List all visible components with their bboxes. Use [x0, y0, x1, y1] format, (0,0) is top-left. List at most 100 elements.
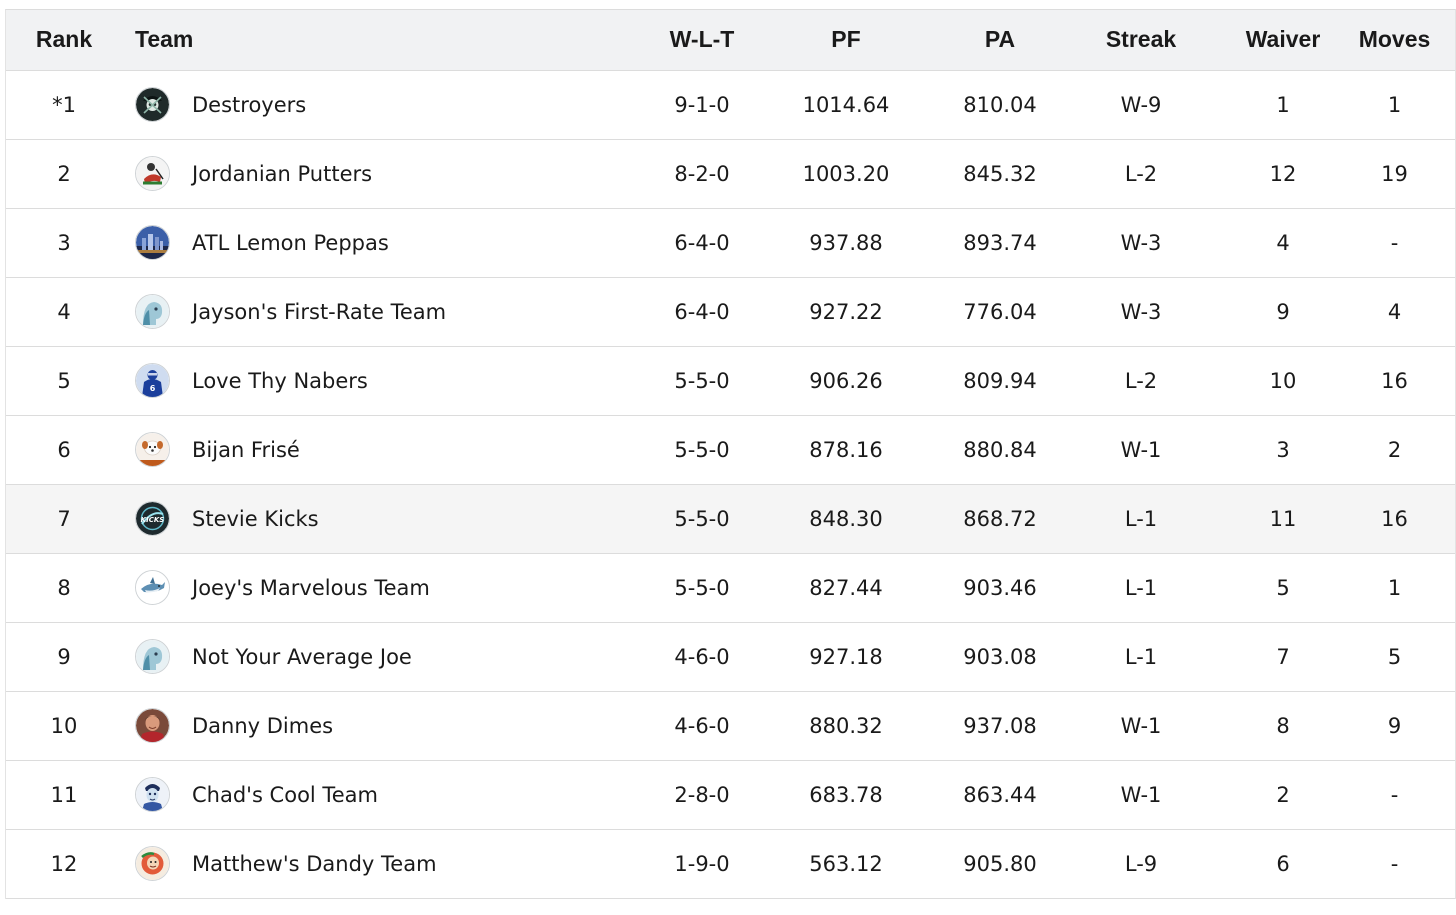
- pf-cell: 563.12: [742, 829, 950, 899]
- moves-cell: 16: [1334, 346, 1455, 416]
- moves-cell: 4: [1334, 277, 1455, 347]
- table-row[interactable]: 2 Jordanian Putters 8-2-0 1003.20 845.32 L-2 1…: [6, 139, 1455, 209]
- team-name-link[interactable]: Jayson's First-Rate Team: [192, 299, 447, 324]
- rank-cell: 2: [6, 139, 122, 209]
- table-row[interactable]: 6 Bijan Frisé 5-5-0 878.16 880.84 W-1 3 2: [6, 415, 1455, 485]
- team-cell: Chad's Cool Team: [122, 760, 662, 830]
- table-header-row: Rank Team W-L-T PF PA Streak Waiver Move…: [6, 10, 1455, 71]
- default-avatar-icon[interactable]: [135, 639, 170, 674]
- streak-cell: L-9: [1050, 829, 1232, 899]
- pa-cell: 863.44: [950, 760, 1050, 830]
- pf-cell: 1003.20: [742, 139, 950, 209]
- table-row[interactable]: 5 6 Love Thy Nabers 5-5-0 906.26 809.94 L-2 10 1…: [6, 346, 1455, 416]
- table-row[interactable]: *1 Destroyers 9-1-0 1014.64 810.04 W-9 1 1: [6, 70, 1455, 140]
- moves-cell: 16: [1334, 484, 1455, 554]
- team-cell: Jordanian Putters: [122, 139, 662, 209]
- team-cell: Danny Dimes: [122, 691, 662, 761]
- wlt-cell: 4-6-0: [662, 691, 742, 761]
- rank-cell: 8: [6, 553, 122, 623]
- pa-cell: 776.04: [950, 277, 1050, 347]
- pf-cell: 927.22: [742, 277, 950, 347]
- kicks-badge-icon[interactable]: KICKS: [135, 501, 170, 536]
- rank-cell: 11: [6, 760, 122, 830]
- golfer-icon[interactable]: [135, 156, 170, 191]
- team-name-link[interactable]: Jordanian Putters: [192, 161, 373, 186]
- team-cell: Joey's Marvelous Team: [122, 553, 662, 623]
- table-row[interactable]: 12 Matthew's Dandy Team 1-9-0 563.12 905.80 L…: [6, 829, 1455, 899]
- table-row[interactable]: 10 Danny Dimes 4-6-0 880.32 937.08 W-1 8 9: [6, 691, 1455, 761]
- table-row[interactable]: 11 Chad's Cool Team 2-8-0 683.78 863.44 W-1 2-: [6, 760, 1455, 830]
- waiver-cell: 2: [1232, 760, 1334, 830]
- football-player-icon[interactable]: 6: [135, 363, 170, 398]
- shark-icon[interactable]: [135, 570, 170, 605]
- dog-icon[interactable]: [135, 432, 170, 467]
- column-header-rank[interactable]: Rank: [6, 10, 122, 71]
- wlt-cell: 5-5-0: [662, 346, 742, 416]
- team-name-link[interactable]: Destroyers: [192, 92, 307, 117]
- rank-cell: *1: [6, 70, 122, 140]
- table-row[interactable]: 3 ATL Lemon Peppas 6-4-0 937.88 893.74 W-3 4-: [6, 208, 1455, 278]
- team-name-link[interactable]: Bijan Frisé: [192, 437, 300, 462]
- table-row[interactable]: 7 KICKS Stevie Kicks 5-5-0 848.30 868.72 L-1 11…: [6, 484, 1455, 554]
- column-header-wlt[interactable]: W-L-T: [662, 10, 742, 71]
- team-cell: Bijan Frisé: [122, 415, 662, 485]
- table-row[interactable]: 8 Joey's Marvelous Team 5-5-0 827.44 903.46 L…: [6, 553, 1455, 623]
- column-header-pa[interactable]: PA: [950, 10, 1050, 71]
- team-cell: Not Your Average Joe: [122, 622, 662, 692]
- moves-cell: 9: [1334, 691, 1455, 761]
- wlt-cell: 5-5-0: [662, 484, 742, 554]
- team-cell: KICKS Stevie Kicks: [122, 484, 662, 554]
- streak-cell: L-2: [1050, 139, 1232, 209]
- team-name-link[interactable]: Love Thy Nabers: [192, 368, 368, 393]
- team-name-link[interactable]: Joey's Marvelous Team: [192, 575, 430, 600]
- pf-cell: 880.32: [742, 691, 950, 761]
- waiver-cell: 8: [1232, 691, 1334, 761]
- waiver-cell: 12: [1232, 139, 1334, 209]
- pf-cell: 878.16: [742, 415, 950, 485]
- moves-cell: 1: [1334, 70, 1455, 140]
- pa-cell: 903.08: [950, 622, 1050, 692]
- standings-table-container: Rank Team W-L-T PF PA Streak Waiver Move…: [5, 9, 1456, 899]
- column-header-waiver[interactable]: Waiver: [1232, 10, 1334, 71]
- streak-cell: L-1: [1050, 553, 1232, 623]
- default-avatar-icon[interactable]: [135, 294, 170, 329]
- team-cell: Jayson's First-Rate Team: [122, 277, 662, 347]
- team-name-link[interactable]: Chad's Cool Team: [192, 782, 378, 807]
- column-header-moves[interactable]: Moves: [1334, 10, 1455, 71]
- waiver-cell: 7: [1232, 622, 1334, 692]
- streak-cell: W-1: [1050, 760, 1232, 830]
- team-name-link[interactable]: Matthew's Dandy Team: [192, 851, 437, 876]
- player-photo-icon[interactable]: [135, 708, 170, 743]
- team-name-link[interactable]: Not Your Average Joe: [192, 644, 412, 669]
- team-name-link[interactable]: Danny Dimes: [192, 713, 334, 738]
- table-row[interactable]: 4 Jayson's First-Rate Team 6-4-0 927.22 776.…: [6, 277, 1455, 347]
- pf-cell: 906.26: [742, 346, 950, 416]
- svg-text:6: 6: [150, 384, 156, 393]
- streak-cell: W-1: [1050, 691, 1232, 761]
- streak-cell: W-1: [1050, 415, 1232, 485]
- wlt-cell: 6-4-0: [662, 277, 742, 347]
- cartoon-character-icon[interactable]: [135, 846, 170, 881]
- rank-cell: 9: [6, 622, 122, 692]
- team-name-link[interactable]: ATL Lemon Peppas: [192, 230, 389, 255]
- city-skyline-icon[interactable]: [135, 225, 170, 260]
- moves-cell: -: [1334, 208, 1455, 278]
- rank-cell: 12: [6, 829, 122, 899]
- pa-cell: 937.08: [950, 691, 1050, 761]
- pf-cell: 937.88: [742, 208, 950, 278]
- waiver-cell: 9: [1232, 277, 1334, 347]
- cartoon-face-icon[interactable]: [135, 777, 170, 812]
- pirate-skull-icon[interactable]: [135, 87, 170, 122]
- moves-cell: -: [1334, 760, 1455, 830]
- pa-cell: 905.80: [950, 829, 1050, 899]
- moves-cell: 5: [1334, 622, 1455, 692]
- rank-cell: 4: [6, 277, 122, 347]
- waiver-cell: 4: [1232, 208, 1334, 278]
- team-cell: ATL Lemon Peppas: [122, 208, 662, 278]
- team-name-link[interactable]: Stevie Kicks: [192, 506, 319, 531]
- column-header-streak[interactable]: Streak: [1050, 10, 1232, 71]
- column-header-team[interactable]: Team: [122, 10, 662, 71]
- table-row[interactable]: 9 Not Your Average Joe 4-6-0 927.18 903.08 L-…: [6, 622, 1455, 692]
- pf-cell: 1014.64: [742, 70, 950, 140]
- column-header-pf[interactable]: PF: [742, 10, 950, 71]
